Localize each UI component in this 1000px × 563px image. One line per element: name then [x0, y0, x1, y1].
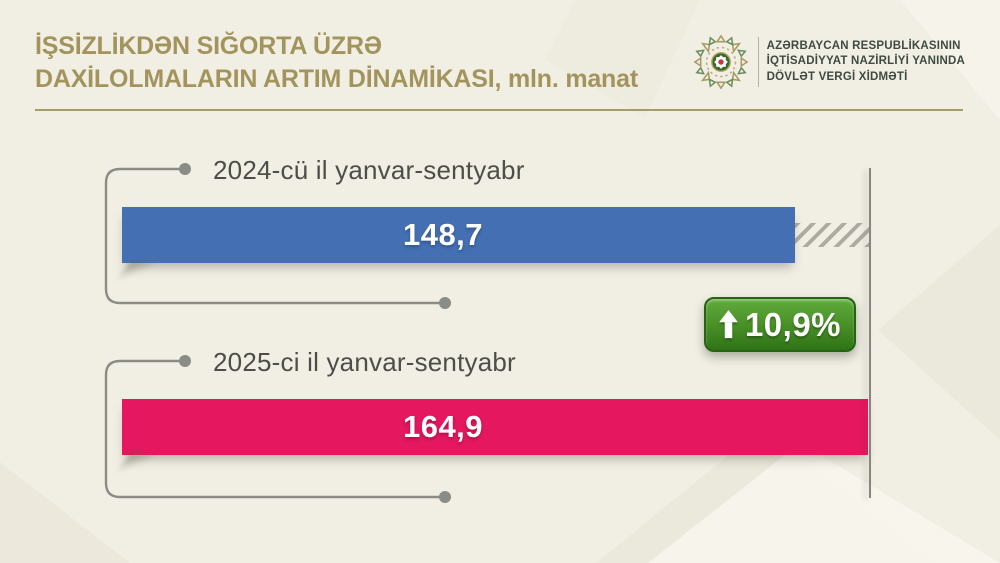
page-title: İŞSİZLİKDƏN SIĞORTA ÜZRƏ DAXİLOLMALARIN …	[35, 30, 638, 96]
tax-service-emblem-icon	[693, 34, 749, 90]
bar-label-2024: 2024-cü il yanvar-sentyabr	[213, 155, 525, 185]
org-name: AZƏRBAYCAN RESPUBLİKASININ İQTİSADİYYAT …	[767, 39, 965, 86]
connector-dot	[179, 163, 191, 175]
growth-badge-value: 10,9%	[744, 305, 842, 343]
org-name-line1: AZƏRBAYCAN RESPUBLİKASININ	[766, 39, 961, 52]
connector-dot	[439, 297, 451, 309]
growth-badge: 10,9%	[704, 297, 856, 352]
title-divider	[35, 109, 963, 111]
connector-dot	[439, 491, 451, 503]
org-divider	[757, 37, 759, 87]
bar-2025: 164,9	[122, 399, 868, 455]
up-arrow-icon	[719, 309, 738, 338]
org-name-line2: İQTİSADİYYAT NAZİRLİYİ YANINDA	[766, 55, 965, 68]
max-reference-line	[869, 168, 871, 498]
page-title-line1: İŞSİZLİKDƏN SIĞORTA ÜZRƏ	[35, 32, 382, 60]
bar-2024: 148,7	[122, 207, 795, 263]
page-title-line2: DAXİLOLMALARIN ARTIM DİNAMİKASI, mln. ma…	[35, 65, 638, 93]
bar-2025-value: 164,9	[402, 409, 484, 444]
bar-label-2025: 2025-ci il yanvar-sentyabr	[213, 347, 516, 377]
connector-dot	[179, 355, 191, 367]
org-block: AZƏRBAYCAN RESPUBLİKASININ İQTİSADİYYAT …	[692, 33, 965, 91]
org-name-line3: DÖVLƏT VERGİ XİDMƏTİ	[766, 70, 908, 83]
bar-2024-value: 148,7	[402, 217, 484, 252]
growth-gap-hatch	[795, 223, 869, 247]
